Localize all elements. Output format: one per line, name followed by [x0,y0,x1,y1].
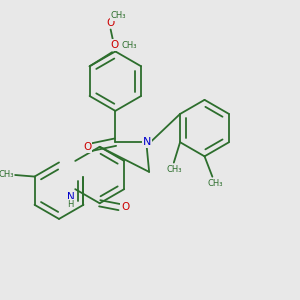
Text: N: N [67,192,74,202]
Text: O: O [121,202,130,212]
Text: CH₃: CH₃ [122,41,137,50]
Text: O: O [106,18,115,28]
Text: CH₃: CH₃ [207,179,223,188]
Text: CH₃: CH₃ [0,170,14,179]
Text: H: H [68,200,74,209]
Text: CH₃: CH₃ [166,165,182,174]
Text: O: O [83,142,91,152]
Text: CH₃: CH₃ [111,11,126,20]
Text: N: N [142,137,151,147]
Text: O: O [110,40,119,50]
